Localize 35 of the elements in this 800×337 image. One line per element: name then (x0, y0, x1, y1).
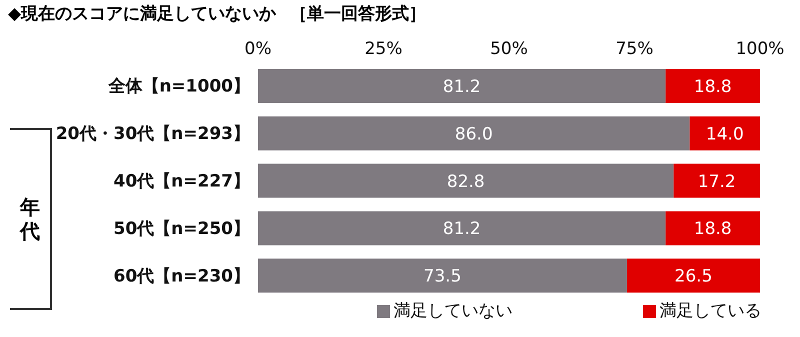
bar (258, 211, 666, 246)
data-label: 82.8 (446, 172, 485, 192)
data-label: 81.2 (442, 219, 481, 240)
y-tick-label: 60代【n=230】 (114, 266, 250, 286)
legend-label: 満足している (660, 301, 762, 321)
data-label: 17.2 (698, 172, 736, 192)
x-tick-label: 50% (490, 39, 528, 59)
bar (666, 69, 760, 103)
chart-title: ◆現在のスコアに満足していないか (8, 4, 276, 24)
group-bracket: 年代 (10, 128, 52, 310)
data-label: 81.2 (442, 76, 481, 97)
bar (674, 164, 760, 198)
x-tick-label: 25% (364, 39, 402, 59)
data-label: 18.8 (694, 219, 732, 240)
chart-subtitle: ［単一回答形式］ (290, 4, 426, 24)
bar (258, 258, 627, 293)
data-label: 18.8 (694, 76, 732, 97)
x-tick-label: 0% (244, 39, 272, 59)
legend-label: 満足していない (394, 301, 512, 321)
bar (666, 211, 760, 246)
x-tick-label: 75% (616, 39, 654, 59)
y-tick-label: 40代【n=227】 (114, 172, 250, 192)
bar (258, 164, 674, 198)
y-tick-label: 20代・30代【n=293】 (56, 124, 250, 144)
bar (258, 116, 690, 150)
data-label: 73.5 (424, 266, 462, 287)
data-label: 26.5 (674, 266, 712, 287)
data-label: 14.0 (706, 124, 744, 144)
y-tick-label: 50代【n=250】 (114, 218, 250, 239)
y-tick-label: 全体【n=1000】 (107, 76, 250, 97)
data-label: 86.0 (454, 124, 493, 144)
bar (258, 69, 666, 103)
x-tick-label: 100% (736, 39, 784, 59)
bar (626, 258, 760, 293)
bar (690, 116, 760, 150)
